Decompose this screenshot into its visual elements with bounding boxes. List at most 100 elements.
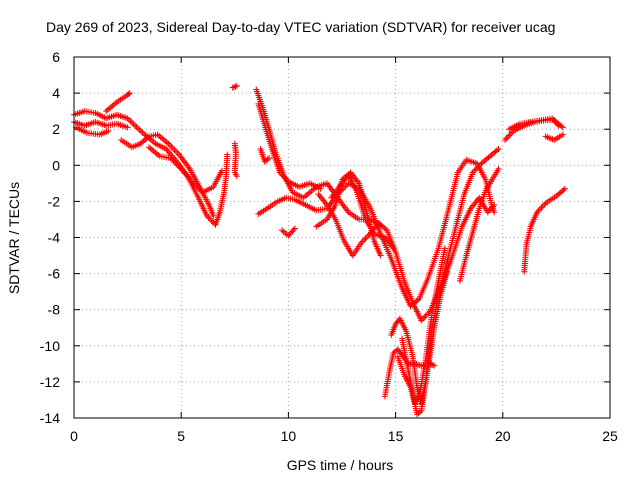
data-point (129, 119, 136, 126)
y-tick-label: 2 (52, 121, 60, 137)
series-track-16 (315, 191, 498, 324)
y-tick-label: -14 (40, 410, 60, 426)
data-point (506, 132, 513, 139)
series-track-10 (255, 100, 324, 192)
data-point (130, 121, 137, 128)
series-track-1 (71, 108, 231, 228)
x-tick-label: 5 (177, 428, 185, 444)
data-point (144, 134, 151, 141)
data-point (550, 116, 557, 123)
y-tick-label: 4 (52, 85, 60, 101)
series-track-3 (73, 124, 112, 138)
y-tick-label: -2 (48, 193, 61, 209)
data-point (486, 207, 493, 214)
y-tick-label: -8 (48, 302, 61, 318)
data-point (206, 215, 213, 222)
data-point (172, 148, 179, 155)
data-point (166, 142, 173, 149)
series-track-5 (118, 131, 217, 219)
data-point (416, 408, 423, 415)
data-point (503, 135, 510, 142)
x-tick-label: 15 (388, 428, 404, 444)
data-point (290, 226, 297, 233)
series-track-13 (278, 225, 298, 239)
data-point (289, 228, 296, 235)
data-point (487, 206, 494, 213)
data-point (174, 149, 181, 156)
data-point (125, 91, 132, 98)
data-point (382, 226, 389, 233)
data-point (484, 209, 491, 216)
data-point (494, 147, 501, 154)
axis-ticks: 0 5 10 15 20 25 -14 -12 -10 -8 -6 -4 -2 0 2 4 6 (40, 49, 618, 444)
data-point (168, 143, 175, 150)
data-point (285, 232, 292, 239)
data-point (231, 84, 238, 91)
y-tick-label: -6 (48, 266, 61, 282)
data-point (364, 233, 371, 240)
data-point (229, 84, 236, 91)
data-point (495, 165, 502, 172)
series-track-11 (257, 146, 273, 165)
data-point (233, 82, 240, 89)
data-point (359, 238, 366, 245)
data-point (126, 90, 133, 97)
data-point (539, 203, 546, 210)
data-point (424, 311, 431, 318)
data-point (504, 134, 511, 141)
data-point (541, 201, 548, 208)
series-track-21 (456, 165, 502, 284)
data-point (431, 362, 438, 369)
x-tick-label: 25 (602, 428, 618, 444)
data-point (127, 118, 134, 125)
data-point (489, 203, 496, 210)
data-point (561, 185, 568, 192)
data-point (441, 245, 448, 252)
series-track-23 (506, 115, 562, 133)
data-point (232, 83, 239, 90)
data-point (491, 202, 498, 209)
series-track-2 (71, 118, 131, 131)
data-point (551, 118, 558, 125)
y-tick-label: 6 (52, 49, 60, 65)
data-point (124, 124, 131, 131)
series-track-25 (521, 185, 568, 275)
data-point (224, 151, 231, 158)
data-point (171, 146, 178, 153)
data-point (136, 126, 143, 133)
data-point (538, 204, 545, 211)
data-point (105, 128, 112, 135)
series-track-7 (229, 82, 240, 91)
x-tick-label: 0 (70, 428, 78, 444)
y-axis-label: SDTVAR / TECUs (6, 182, 22, 294)
data-point (132, 122, 139, 129)
data-point (264, 156, 271, 163)
y-tick-label: 0 (52, 157, 60, 173)
data-point (210, 212, 217, 219)
data-point (558, 123, 565, 130)
x-tick-label: 20 (495, 428, 511, 444)
data-point (422, 313, 429, 320)
data-point (233, 173, 240, 180)
data-point (559, 124, 566, 131)
data-point (552, 119, 559, 126)
data-point (287, 229, 294, 236)
data-point (218, 167, 225, 174)
data-point (377, 252, 384, 259)
series-track-4 (103, 90, 133, 115)
data-point (495, 146, 502, 153)
data-point (444, 268, 451, 275)
data-point (317, 185, 324, 192)
x-tick-label: 10 (281, 428, 297, 444)
data-point (549, 115, 556, 122)
data-point (165, 149, 172, 156)
chart-title: Day 269 of 2023, Sidereal Day-to-day VTE… (46, 19, 555, 35)
data-point (555, 122, 562, 129)
data-point (507, 131, 514, 138)
series-track-17 (381, 346, 438, 400)
series-track-8 (231, 140, 240, 180)
data-point (554, 121, 561, 128)
data-point (291, 225, 298, 232)
y-tick-label: -12 (40, 374, 60, 390)
